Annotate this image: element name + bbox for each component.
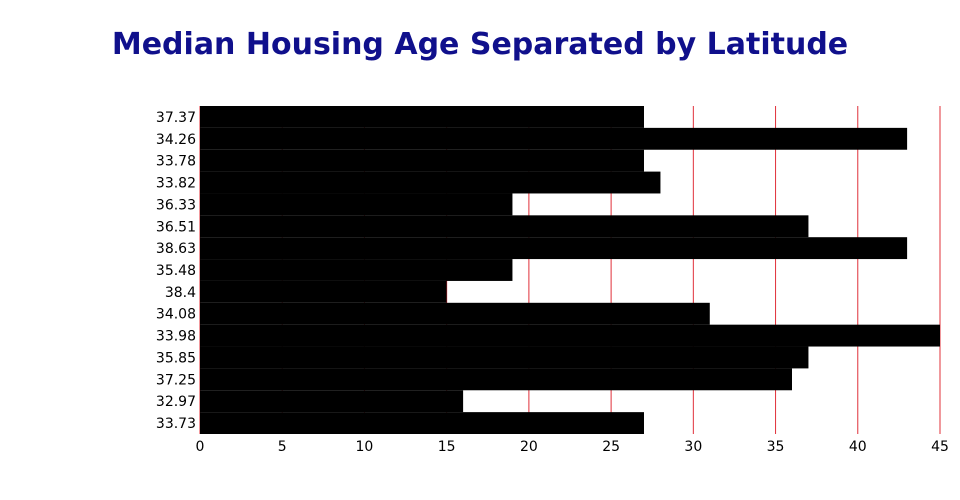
bar-36.33 [200,193,513,216]
bar-33.73 [200,412,644,434]
x-tick-label-40: 40 [849,439,867,455]
y-tick-label-37.37: 37.37 [156,110,196,126]
chart-title: Median Housing Age Separated by Latitude [112,27,848,62]
y-tick-label-36.33: 36.33 [156,197,196,213]
y-axis-tick-labels: 37.37 34.26 33.78 33.82 36.33 36.51 38.63 35.48… [156,110,196,432]
x-tick-label-20: 20 [520,439,538,455]
x-tick-label-5: 5 [278,439,287,455]
bar-33.82 [200,171,661,194]
x-tick-label-35: 35 [767,439,785,455]
bar-34.08 [200,302,710,325]
x-tick-label-30: 30 [684,439,702,455]
y-tick-label-35.48: 35.48 [156,263,196,279]
bar-34.26 [200,127,908,150]
bar-38.63 [200,237,908,260]
y-tick-label-35.85: 35.85 [156,350,196,366]
y-tick-label-36.51: 36.51 [156,219,196,235]
bar-37.37 [200,106,644,128]
bar-38.4 [200,280,447,303]
y-tick-label-34.08: 34.08 [156,307,196,323]
bar-37.25 [200,368,792,391]
x-tick-label-0: 0 [196,439,205,455]
y-tick-label-32.97: 32.97 [156,394,196,410]
y-tick-label-37.25: 37.25 [156,372,196,388]
x-tick-label-15: 15 [438,439,456,455]
y-tick-label-38.4: 38.4 [165,285,196,301]
bar-36.51 [200,215,809,238]
bar-32.97 [200,390,464,413]
bar-33.78 [200,149,644,172]
y-tick-label-38.63: 38.63 [156,241,196,257]
bars [200,106,940,434]
y-tick-label-33.73: 33.73 [156,416,196,432]
bar-35.48 [200,259,513,281]
y-tick-label-33.78: 33.78 [156,154,196,170]
x-tick-label-10: 10 [356,439,374,455]
x-tick-label-25: 25 [602,439,620,455]
x-axis-tick-labels: 0 5 10 15 20 25 30 35 40 45 [196,439,949,455]
y-tick-label-33.98: 33.98 [156,329,196,345]
bar-33.98 [200,324,940,347]
y-tick-label-33.82: 33.82 [156,176,196,192]
bar-35.85 [200,346,809,369]
x-tick-label-45: 45 [931,439,949,455]
y-tick-label-34.26: 34.26 [156,132,196,148]
